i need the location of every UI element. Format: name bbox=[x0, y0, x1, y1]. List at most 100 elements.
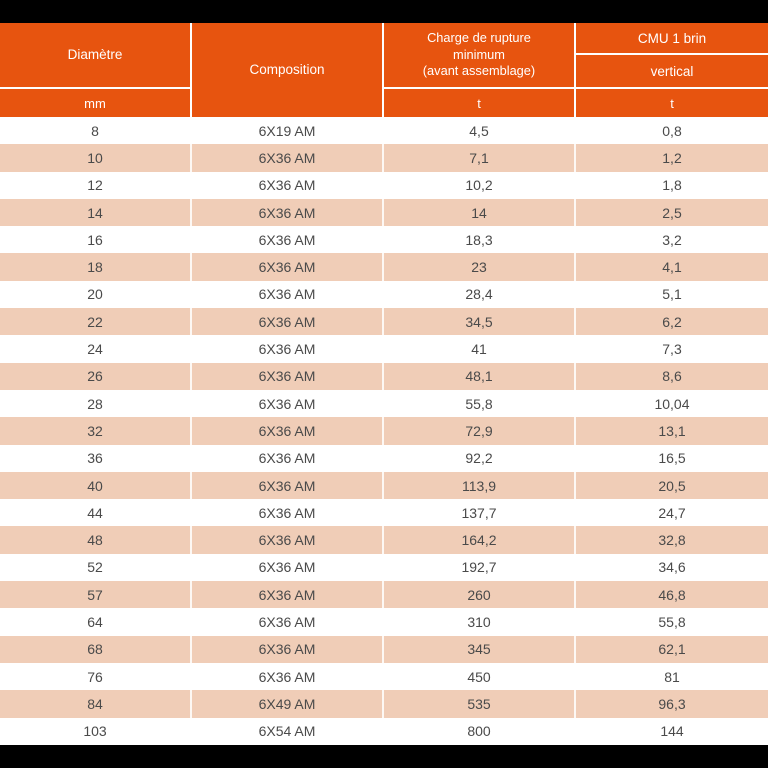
cell-diametre: 18 bbox=[0, 253, 192, 281]
cell-charge: 310 bbox=[384, 608, 576, 636]
cell-charge: 92,2 bbox=[384, 444, 576, 472]
cell-cmu: 96,3 bbox=[658, 695, 686, 712]
cell-cmu: 4,1 bbox=[662, 259, 682, 276]
cell-charge: 72,9 bbox=[384, 417, 576, 445]
cell-composition: 6X49 AM bbox=[192, 690, 384, 718]
table-row: 68 6X36 AM 345 62,1 bbox=[0, 635, 768, 663]
cell-cmu: 8,6 bbox=[662, 368, 682, 385]
cell-composition: 6X36 AM bbox=[192, 444, 384, 472]
table-row: 76 6X36 AM 450 81 bbox=[0, 662, 768, 691]
cell-cmu: 0,8 bbox=[662, 122, 682, 139]
cell-composition: 6X54 AM bbox=[192, 717, 384, 745]
table-header: Diamètre mm Composition Charge de ruptur… bbox=[0, 23, 768, 117]
table-row: 32 6X36 AM 72,9 13,1 bbox=[0, 417, 768, 445]
cell-diametre: 84 bbox=[0, 690, 192, 718]
cell-composition: 6X36 AM bbox=[192, 198, 384, 227]
cell-charge: 113,9 bbox=[384, 471, 576, 500]
cell-diametre: 10 bbox=[0, 144, 192, 172]
cell-charge: 164,2 bbox=[384, 526, 576, 554]
header-charge-label: Charge de rupture minimum (avant assembl… bbox=[384, 23, 574, 87]
table-row: 103 6X54 AM 800 144 bbox=[0, 717, 768, 745]
cell-composition: 6X36 AM bbox=[192, 417, 384, 445]
cell-composition: 6X36 AM bbox=[192, 308, 384, 336]
cell-charge: 535 bbox=[384, 690, 576, 718]
table-row: 20 6X36 AM 28,4 5,1 bbox=[0, 280, 768, 309]
cell-composition: 6X36 AM bbox=[192, 389, 384, 418]
table-row: 57 6X36 AM 260 46,8 bbox=[0, 581, 768, 609]
cell-composition: 6X36 AM bbox=[192, 362, 384, 390]
cell-diametre: 14 bbox=[0, 198, 192, 227]
table-row: 36 6X36 AM 92,2 16,5 bbox=[0, 444, 768, 472]
cell-composition: 6X36 AM bbox=[192, 662, 384, 691]
cell-composition: 6X36 AM bbox=[192, 253, 384, 281]
cell-diametre: 28 bbox=[0, 389, 192, 418]
cell-charge: 800 bbox=[384, 717, 576, 745]
table-row: 16 6X36 AM 18,3 3,2 bbox=[0, 226, 768, 254]
cell-cmu: 2,5 bbox=[662, 204, 682, 221]
cell-cmu: 62,1 bbox=[658, 641, 686, 658]
cell-diametre: 8 bbox=[0, 117, 192, 145]
cell-diametre: 16 bbox=[0, 226, 192, 254]
header-divider bbox=[0, 87, 190, 89]
cell-cmu: 1,8 bbox=[662, 177, 682, 194]
cell-charge: 34,5 bbox=[384, 308, 576, 336]
table-row: 26 6X36 AM 48,1 8,6 bbox=[0, 362, 768, 390]
cell-composition: 6X36 AM bbox=[192, 226, 384, 254]
table-row: 8 6X19 AM 4,5 0,8 bbox=[0, 117, 768, 145]
cell-cmu: 5,1 bbox=[662, 286, 682, 303]
top-letterbox-bar bbox=[0, 0, 768, 23]
header-charge-line2: minimum bbox=[453, 46, 505, 62]
cell-cmu: 55,8 bbox=[658, 613, 686, 630]
table-row: 14 6X36 AM 14 2,5 bbox=[0, 198, 768, 227]
cell-cmu: 24,7 bbox=[658, 504, 686, 521]
cell-composition: 6X36 AM bbox=[192, 526, 384, 554]
cell-charge: 137,7 bbox=[384, 499, 576, 527]
table-row: 10 6X36 AM 7,1 1,2 bbox=[0, 144, 768, 172]
cell-diametre: 76 bbox=[0, 662, 192, 691]
cell-composition: 6X19 AM bbox=[192, 117, 384, 145]
cell-diametre: 24 bbox=[0, 335, 192, 363]
cell-diametre: 52 bbox=[0, 553, 192, 582]
table-row: 48 6X36 AM 164,2 32,8 bbox=[0, 526, 768, 554]
cell-charge: 55,8 bbox=[384, 389, 576, 418]
header-charge-line1: Charge de rupture bbox=[427, 30, 531, 46]
cell-composition: 6X36 AM bbox=[192, 171, 384, 199]
cell-cmu: 3,2 bbox=[662, 231, 682, 248]
cell-charge: 48,1 bbox=[384, 362, 576, 390]
cell-composition: 6X36 AM bbox=[192, 335, 384, 363]
cell-cmu: 20,5 bbox=[658, 477, 686, 494]
cell-composition: 6X36 AM bbox=[192, 499, 384, 527]
cell-composition: 6X36 AM bbox=[192, 581, 384, 609]
cell-diametre: 64 bbox=[0, 608, 192, 636]
cell-cmu: 10,04 bbox=[654, 395, 690, 412]
cell-diametre: 103 bbox=[0, 717, 192, 745]
table-row: 12 6X36 AM 10,2 1,8 bbox=[0, 171, 768, 199]
table-row: 28 6X36 AM 55,8 10,04 bbox=[0, 389, 768, 418]
header-divider bbox=[576, 53, 768, 55]
cell-diametre: 40 bbox=[0, 471, 192, 500]
cell-cmu: 1,2 bbox=[662, 149, 682, 166]
header-divider bbox=[384, 87, 574, 89]
cell-charge: 450 bbox=[384, 662, 576, 691]
header-col-composition: Composition bbox=[192, 23, 384, 117]
cell-diametre: 12 bbox=[0, 171, 192, 199]
table-row: 84 6X49 AM 535 96,3 bbox=[0, 690, 768, 718]
cell-composition: 6X36 AM bbox=[192, 635, 384, 663]
table-row: 64 6X36 AM 310 55,8 bbox=[0, 608, 768, 636]
header-cmu-label: CMU 1 brin bbox=[637, 30, 707, 46]
cell-diametre: 68 bbox=[0, 635, 192, 663]
cell-cmu: 6,2 bbox=[662, 313, 682, 330]
table-row: 44 6X36 AM 137,7 24,7 bbox=[0, 499, 768, 527]
cell-charge: 18,3 bbox=[384, 226, 576, 254]
cell-charge: 345 bbox=[384, 635, 576, 663]
header-cmu-direction: vertical bbox=[650, 63, 694, 79]
cell-diametre: 22 bbox=[0, 308, 192, 336]
cell-charge: 4,5 bbox=[384, 117, 576, 145]
cell-diametre: 36 bbox=[0, 444, 192, 472]
cell-diametre: 57 bbox=[0, 581, 192, 609]
cell-cmu: 34,6 bbox=[658, 559, 686, 576]
cell-charge: 10,2 bbox=[384, 171, 576, 199]
header-charge-line3: (avant assemblage) bbox=[422, 63, 536, 79]
cell-charge: 260 bbox=[384, 581, 576, 609]
